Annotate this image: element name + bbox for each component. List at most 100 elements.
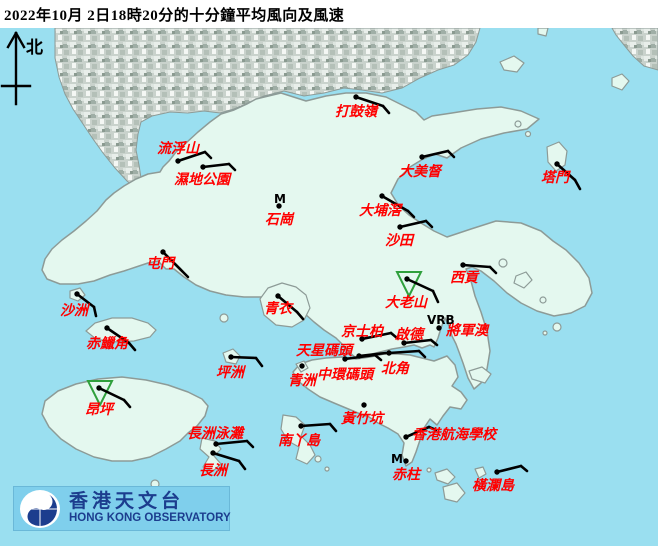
triangle-marker [86, 380, 114, 408]
wind-barb [176, 150, 207, 163]
station-dot [361, 402, 367, 408]
station-label[interactable]: 坪洲 [216, 365, 244, 381]
station-dot [104, 325, 110, 331]
station-dot [353, 94, 359, 100]
station-label[interactable]: 青洲 [288, 373, 316, 389]
wind-barb [214, 439, 249, 446]
wind-barb [295, 310, 305, 321]
wind-barb [488, 265, 498, 275]
wind-barb [424, 219, 434, 229]
hko-name-english: HONG KONG OBSERVATORY [69, 512, 231, 524]
station-dot [210, 450, 216, 456]
station-label[interactable]: 橫瀾島 [472, 478, 514, 494]
station-label[interactable]: 長洲 [199, 463, 227, 479]
wind-barb [420, 149, 450, 159]
wind-barb [404, 425, 431, 439]
station-label[interactable]: 西貢 [450, 270, 478, 286]
station-dot [403, 434, 409, 440]
station-label[interactable]: 天星碼頭 [296, 343, 352, 359]
station-label[interactable]: 昂坪 [85, 402, 113, 418]
wind-barb [237, 459, 247, 471]
station-label[interactable]: 大老山 [385, 295, 427, 311]
wind-barb [381, 104, 391, 115]
station-label[interactable]: 中環碼頭 [317, 367, 373, 383]
station-dot [397, 224, 403, 230]
wind-barb [127, 341, 137, 352]
wind-barb [97, 386, 126, 402]
station-label[interactable]: 流浮山 [157, 141, 199, 157]
wind-barb [173, 262, 183, 272]
wind-barb [398, 219, 428, 229]
title-bar: 2022年10月 2日18時20分的十分鐘平均風向及風速 [0, 0, 658, 28]
station-dot [386, 350, 392, 356]
station-label[interactable]: 赤鱲角 [86, 336, 128, 352]
station-label[interactable]: 京士柏 [341, 324, 383, 340]
station-label[interactable]: 赤柱 [392, 467, 420, 483]
wind-barb [122, 398, 132, 409]
wind-barb [373, 353, 383, 362]
wind-barb [431, 289, 440, 304]
station-dot [554, 161, 560, 167]
wind-barb [519, 464, 529, 473]
mainland-northeast-corner [611, 27, 658, 71]
wind-barb [427, 425, 438, 432]
wind-barb [573, 178, 582, 191]
station-dot [175, 158, 181, 164]
new-territories-kowloon [41, 92, 593, 390]
station-label[interactable]: 黃竹坑 [341, 411, 383, 427]
wind-barb [406, 209, 416, 219]
airport-island [85, 317, 157, 343]
station-label[interactable]: 香港航海學校 [412, 427, 496, 443]
wind-barb [389, 331, 399, 340]
wind-barb [75, 292, 96, 309]
station-label[interactable]: 屯門 [146, 256, 174, 272]
station-label[interactable]: 北角 [381, 361, 409, 377]
wind-barb [92, 305, 98, 318]
north-arrow-icon [0, 31, 32, 106]
lantau-island [41, 376, 209, 462]
station-dot [342, 356, 348, 362]
station-label[interactable]: 長洲泳灘 [187, 426, 243, 442]
wind-barb [105, 326, 131, 345]
station-label[interactable]: 塔門 [541, 170, 569, 186]
wind-barb [245, 439, 255, 449]
station-dot [276, 203, 282, 209]
wind-barb [254, 356, 264, 368]
wind-barb [360, 331, 393, 341]
station-dot [403, 458, 409, 464]
station-dot [379, 193, 385, 199]
station-dot [96, 385, 102, 391]
station-label[interactable]: 沙田 [385, 233, 413, 249]
wind-barb [229, 355, 258, 360]
wind-barb [402, 338, 433, 345]
station-dot [419, 154, 425, 160]
wind-barb [387, 349, 421, 355]
wind-barb [446, 149, 456, 159]
station-dot [494, 469, 500, 475]
station-label[interactable]: 濕地公園 [174, 172, 230, 188]
station-dot [200, 164, 206, 170]
hko-name-chinese: 香港天文台 [69, 490, 185, 512]
wind-barb [380, 194, 410, 213]
station-label[interactable]: 啟德 [395, 327, 423, 343]
station-dot [213, 441, 219, 447]
north-label: 北 [26, 38, 43, 58]
station-label[interactable]: 沙洲 [60, 303, 88, 319]
station-dot [404, 276, 410, 282]
wind-barb [299, 422, 332, 428]
station-label[interactable]: 石崗 [265, 212, 293, 228]
station-label[interactable]: 將軍澳 [446, 323, 488, 339]
wind-barb [227, 162, 237, 172]
hko-logo-banner[interactable]: 香港天文台 HONG KONG OBSERVATORY [13, 486, 231, 531]
station-label[interactable]: 青衣 [264, 301, 292, 317]
station-label[interactable]: 大美督 [399, 164, 441, 180]
station-label[interactable]: 大埔滘 [359, 203, 401, 219]
station-dot [74, 291, 80, 297]
station-label[interactable]: 打鼓嶺 [335, 104, 377, 120]
wind-barb [429, 338, 439, 347]
wind-barb [461, 263, 492, 269]
station-dot [356, 353, 362, 359]
station-label[interactable]: 南丫島 [278, 433, 320, 449]
